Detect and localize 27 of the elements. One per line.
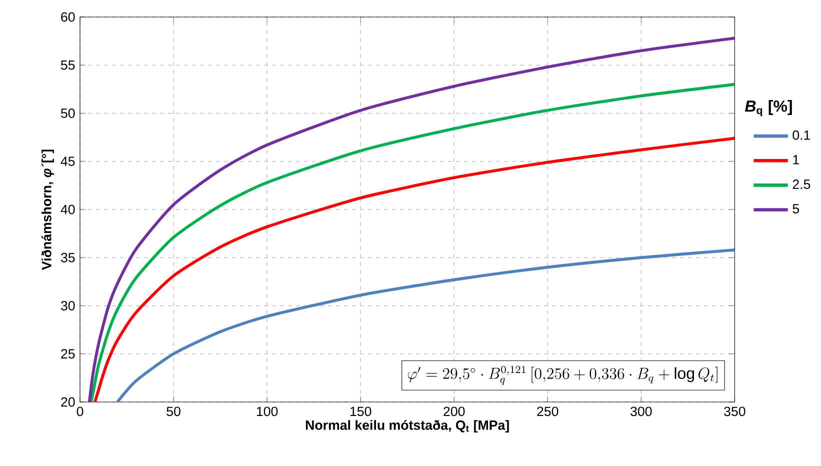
- legend-label: 0.1: [792, 130, 810, 140]
- x-tick-label: 50: [166, 406, 180, 416]
- y-tick-label: 20: [61, 397, 75, 407]
- x-tick-label: 250: [537, 406, 558, 416]
- legend-label: 5: [792, 204, 800, 214]
- x-tick-label: 100: [256, 406, 278, 416]
- y-tick-label: 35: [60, 252, 75, 262]
- x-tick-label: 0: [76, 406, 84, 416]
- legend-label: 2.5: [792, 180, 810, 189]
- x-tick-label: 300: [630, 406, 652, 416]
- y-tick-label: 25: [61, 349, 75, 359]
- line-series: [94, 136, 735, 402]
- x-tick-label: 150: [350, 406, 372, 416]
- y-tick-label: 60: [61, 12, 75, 22]
- y-tick-label: 55: [61, 60, 75, 70]
- x-tick-label: 200: [444, 406, 465, 416]
- x-axis-title: Normal keilu mótstaða, Q$_{t}$ [MPa]: [306, 420, 509, 432]
- x-tick-label: 350: [724, 406, 746, 416]
- y-tick-label: 45: [60, 156, 75, 166]
- y-tick-label: 40: [60, 204, 75, 214]
- line-series: [116, 248, 735, 402]
- y-tick-label: 30: [60, 301, 75, 310]
- legend-label: 1: [793, 155, 799, 164]
- annotation: $\varphi' = 29{,}5^{\circ} \cdot B_q^{0{,}121}\left[0{,}256 + 0{,}336 \cdot B_q + \log Q_t\right]$: [408, 366, 718, 385]
- y-axis-title: Viðnámshorn, φ´[°]: [41, 150, 54, 270]
- legend-title: B$_{q}$ [%]: [744, 100, 792, 116]
- y-tick-label: 50: [61, 108, 75, 118]
